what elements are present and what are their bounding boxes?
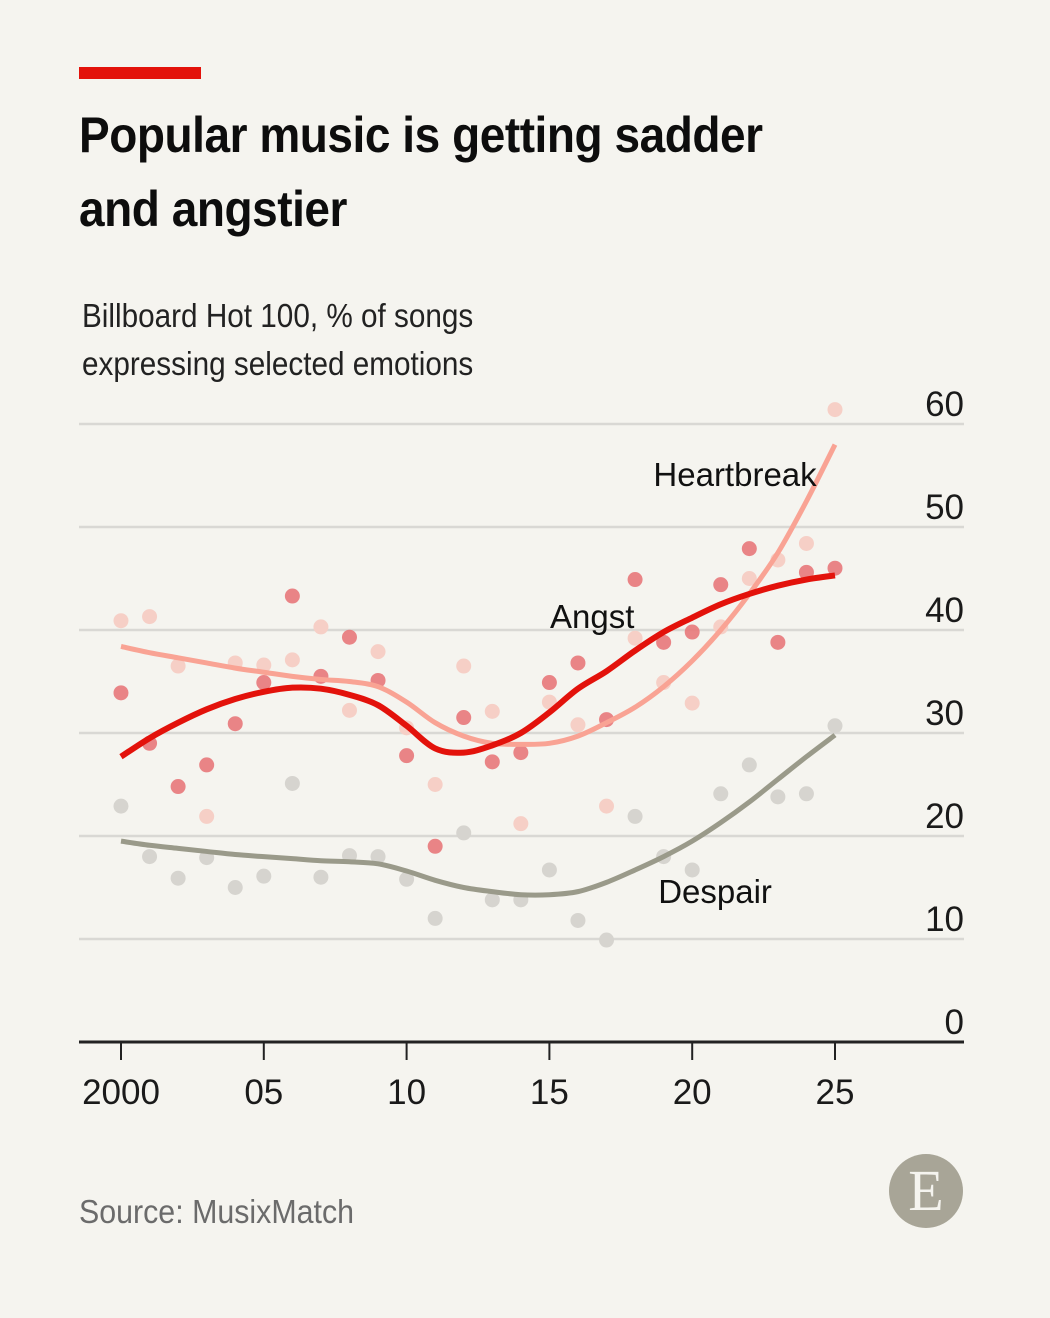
data-point-heartbreak xyxy=(684,695,700,711)
x-axis: 2000 05 10 15 20 25 xyxy=(79,1040,964,1112)
series-label-angst: Angst xyxy=(550,598,634,635)
data-point-heartbreak xyxy=(313,619,329,635)
data-point-heartbreak xyxy=(113,613,129,629)
data-point-angst xyxy=(256,675,272,691)
data-point-angst xyxy=(541,675,557,691)
data-point-despair xyxy=(170,870,186,886)
data-point-heartbreak xyxy=(570,717,586,733)
x-tick-label: 15 xyxy=(530,1073,569,1112)
data-point-angst xyxy=(284,588,300,604)
data-point-heartbreak xyxy=(484,703,500,719)
data-point-angst xyxy=(199,757,215,773)
data-point-heartbreak xyxy=(341,702,357,718)
economist-logo: E xyxy=(889,1154,963,1228)
data-point-angst xyxy=(570,655,586,671)
y-tick-label: 60 xyxy=(925,385,964,424)
data-point-heartbreak xyxy=(199,808,215,824)
data-point-angst xyxy=(484,754,500,770)
data-point-despair xyxy=(627,808,643,824)
x-tick-label: 25 xyxy=(816,1073,855,1112)
series-label-despair: Despair xyxy=(658,873,772,910)
chart-subtitle: Billboard Hot 100, % of songs expressing… xyxy=(82,297,474,382)
data-point-angst xyxy=(741,541,757,557)
data-point-despair xyxy=(770,789,786,805)
data-point-despair xyxy=(570,912,586,928)
data-point-angst xyxy=(399,748,415,764)
data-point-angst xyxy=(227,716,243,732)
data-point-despair xyxy=(313,869,329,885)
data-point-heartbreak xyxy=(427,777,443,792)
data-point-despair xyxy=(827,718,843,734)
data-point-despair xyxy=(284,775,300,791)
data-point-heartbreak xyxy=(142,609,158,625)
y-tick-label: 10 xyxy=(925,900,964,939)
series-label-heartbreak: Heartbreak xyxy=(653,456,817,493)
x-tick-label: 2000 xyxy=(82,1073,160,1112)
data-point-angst xyxy=(770,634,786,650)
x-tick-label: 05 xyxy=(244,1073,283,1112)
data-point-despair xyxy=(599,932,615,948)
data-point-despair xyxy=(684,862,700,878)
data-point-despair xyxy=(541,862,557,878)
data-point-despair xyxy=(427,910,443,926)
data-point-heartbreak xyxy=(599,798,615,814)
data-point-angst xyxy=(341,629,357,645)
data-point-heartbreak xyxy=(513,816,529,832)
data-point-despair xyxy=(399,871,415,887)
data-point-despair xyxy=(256,868,272,884)
data-point-despair xyxy=(227,880,243,895)
data-point-heartbreak xyxy=(284,652,300,668)
data-point-angst xyxy=(684,624,700,640)
data-point-angst xyxy=(427,838,443,854)
data-point-angst xyxy=(170,779,186,795)
data-point-heartbreak xyxy=(627,630,643,646)
data-point-heartbreak xyxy=(370,644,386,660)
data-point-despair xyxy=(370,849,386,865)
data-point-despair xyxy=(713,786,729,802)
data-point-angst xyxy=(656,634,672,650)
data-point-heartbreak xyxy=(256,657,272,673)
trend-line-heartbreak xyxy=(120,443,838,747)
data-point-angst xyxy=(713,577,729,593)
data-point-despair xyxy=(456,825,472,841)
accent-bar xyxy=(79,67,201,79)
data-point-heartbreak xyxy=(741,571,757,586)
y-tick-label: 50 xyxy=(925,488,964,527)
data-point-angst xyxy=(627,572,643,588)
data-point-despair xyxy=(741,757,757,773)
data-point-angst xyxy=(827,560,843,576)
x-tick-label: 20 xyxy=(673,1073,712,1112)
y-tick-labels: 0 10 20 30 40 50 60 xyxy=(925,385,964,1042)
y-tick-label: 30 xyxy=(925,694,964,733)
y-tick-label: 40 xyxy=(925,591,964,630)
y-tick-label: 0 xyxy=(945,1003,964,1042)
data-point-heartbreak xyxy=(827,402,843,418)
trend-line-despair xyxy=(120,733,837,898)
data-point-heartbreak xyxy=(170,658,186,674)
x-tick-label: 10 xyxy=(387,1073,426,1112)
trend-line-angst xyxy=(119,572,836,760)
source-note: Source: MusixMatch xyxy=(79,1193,355,1230)
data-point-heartbreak xyxy=(456,658,472,674)
chart-title: Popular music is getting sadder and angs… xyxy=(79,107,763,237)
data-point-despair xyxy=(113,798,129,814)
y-tick-label: 20 xyxy=(925,797,964,836)
data-point-despair xyxy=(142,849,158,865)
data-point-angst xyxy=(113,685,129,701)
trend-lines xyxy=(119,443,838,898)
data-point-heartbreak xyxy=(798,535,814,551)
data-point-angst xyxy=(513,745,529,761)
data-point-despair xyxy=(798,786,814,802)
data-point-angst xyxy=(456,710,472,726)
data-point-despair xyxy=(484,892,500,908)
series-labels: Heartbreak Angst Despair xyxy=(550,456,817,910)
